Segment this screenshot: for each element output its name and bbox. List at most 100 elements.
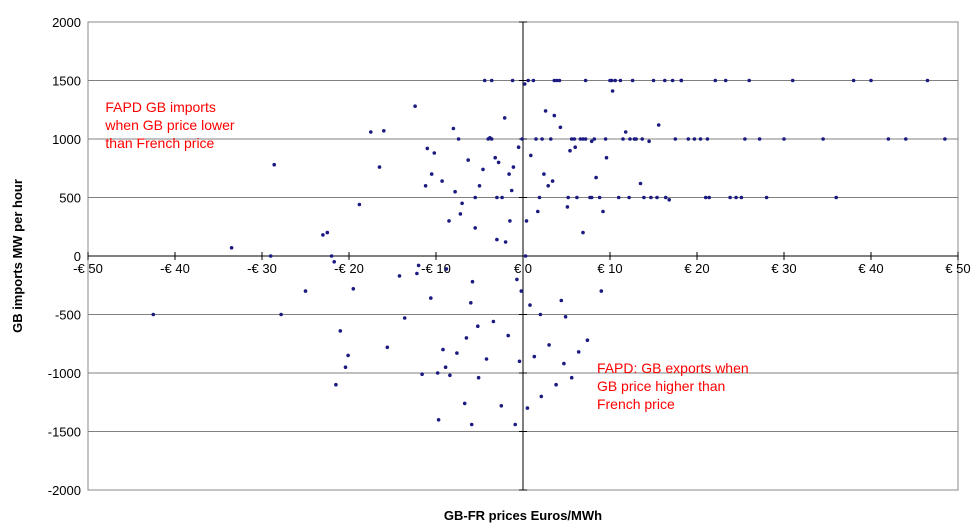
- data-point: [546, 184, 550, 188]
- data-point: [628, 137, 632, 141]
- data-point: [507, 172, 511, 176]
- data-point: [462, 401, 467, 406]
- data-point: [728, 195, 732, 200]
- data-point: [558, 125, 563, 130]
- data-point: [589, 139, 594, 144]
- data-point: [563, 315, 568, 319]
- data-point: [576, 350, 581, 354]
- data-point: [904, 137, 908, 141]
- data-point: [466, 158, 471, 162]
- data-point: [851, 78, 856, 83]
- data-point: [486, 137, 491, 141]
- data-point: [464, 336, 469, 340]
- data-point: [451, 126, 456, 131]
- data-points: [151, 78, 947, 427]
- x-tick-label: -€ 50: [73, 261, 103, 276]
- data-point: [441, 347, 445, 352]
- data-point: [473, 226, 478, 230]
- data-point: [536, 209, 540, 214]
- data-point: [382, 129, 386, 133]
- data-point: [655, 195, 659, 200]
- data-point: [734, 195, 738, 200]
- data-point: [549, 137, 553, 141]
- data-point: [484, 357, 489, 361]
- data-point: [565, 205, 570, 209]
- data-point: [542, 172, 546, 176]
- data-point: [599, 289, 604, 293]
- x-tick-label: € 30: [771, 261, 796, 276]
- data-point: [513, 422, 517, 427]
- data-point: [703, 195, 708, 200]
- data-point: [489, 137, 494, 141]
- data-point: [663, 78, 667, 83]
- data-point: [566, 195, 570, 200]
- data-point: [572, 137, 577, 141]
- data-point: [834, 195, 838, 200]
- data-point: [520, 137, 524, 141]
- data-point: [757, 137, 762, 141]
- data-point: [925, 78, 930, 83]
- data-point: [597, 195, 602, 200]
- data-point: [583, 78, 588, 83]
- data-point: [534, 137, 538, 141]
- y-tick-label: 1500: [52, 74, 81, 89]
- data-point: [782, 137, 786, 141]
- data-point: [423, 184, 428, 188]
- data-point: [539, 394, 544, 399]
- data-point: [429, 296, 433, 300]
- data-point: [425, 146, 430, 151]
- data-point: [540, 137, 544, 141]
- data-point: [489, 78, 494, 83]
- data-point: [499, 404, 504, 408]
- data-point: [473, 195, 478, 200]
- data-point: [429, 172, 434, 176]
- data-point: [511, 165, 516, 169]
- data-point: [470, 279, 475, 284]
- data-point: [528, 303, 532, 307]
- data-point: [458, 212, 463, 216]
- data-point: [385, 345, 390, 350]
- data-point: [532, 354, 537, 359]
- data-point: [943, 137, 947, 141]
- data-point: [509, 188, 514, 193]
- data-point: [506, 333, 511, 338]
- data-point: [623, 130, 628, 134]
- data-point: [357, 202, 362, 207]
- data-point: [634, 137, 638, 141]
- data-point: [502, 116, 507, 120]
- data-point: [747, 78, 751, 83]
- data-point: [568, 148, 572, 153]
- data-point: [552, 113, 557, 118]
- data-point: [447, 219, 451, 223]
- data-point: [642, 195, 646, 200]
- data-point: [469, 422, 474, 427]
- data-point: [510, 78, 515, 83]
- data-point: [609, 78, 614, 83]
- data-point: [667, 198, 671, 202]
- data-point: [537, 195, 542, 200]
- data-point: [594, 175, 598, 180]
- data-point: [764, 195, 769, 200]
- data-point: [346, 353, 350, 358]
- x-tick-label: -€ 30: [247, 261, 277, 276]
- data-point: [869, 78, 873, 83]
- data-point: [651, 78, 656, 83]
- annotation-text: FAPD: GB exports when GB price higher tha…: [597, 360, 749, 412]
- data-point: [585, 338, 590, 343]
- data-point: [420, 372, 424, 377]
- x-tick-label: € 20: [684, 261, 709, 276]
- data-point: [435, 371, 440, 375]
- y-tick-label: 0: [74, 249, 81, 264]
- data-point: [329, 254, 334, 258]
- data-point: [413, 104, 417, 108]
- data-point: [589, 195, 594, 200]
- data-point: [524, 219, 529, 223]
- data-point: [343, 365, 348, 370]
- data-point: [886, 137, 891, 141]
- y-tick-label: 1000: [52, 132, 81, 147]
- data-point: [692, 137, 697, 141]
- data-point: [723, 78, 728, 83]
- x-tick-labels: -€ 50 -€ 40 -€ 30 -€ 20 -€ 10 € 0 € 10 € 20 € 30…: [73, 261, 970, 276]
- data-point: [555, 78, 559, 83]
- data-point: [559, 298, 564, 303]
